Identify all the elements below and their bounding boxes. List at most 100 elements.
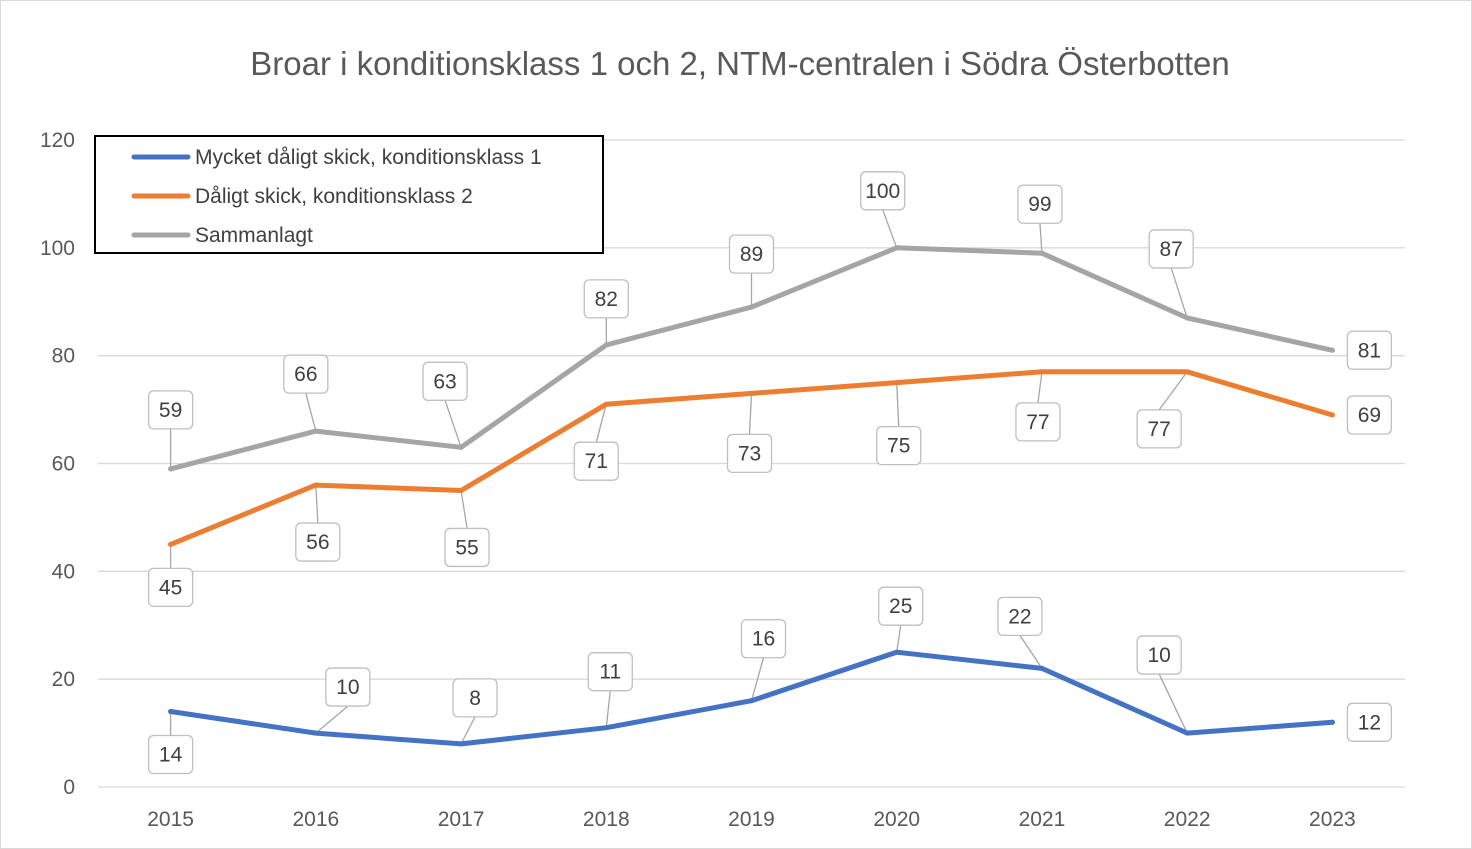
data-point	[603, 401, 609, 407]
data-label-box	[997, 596, 1043, 637]
x-tick-label: 2019	[728, 808, 775, 831]
legend-label-3: Sammanlagt	[195, 224, 313, 247]
data-label: 75	[887, 435, 910, 458]
label-leader-line	[460, 716, 476, 745]
data-label: 66	[294, 363, 317, 386]
data-point	[1329, 412, 1335, 418]
data-label-box	[444, 527, 490, 568]
data-point	[313, 428, 319, 434]
label-leader-line	[460, 490, 468, 529]
label-leader-line	[1019, 635, 1043, 669]
data-label-box	[583, 279, 629, 319]
label-leader-line	[896, 382, 900, 427]
data-label-box	[1017, 184, 1063, 224]
data-point	[603, 342, 609, 348]
legend-label-1: Mycket dåligt skick, konditionsklass 1	[195, 146, 542, 169]
data-point	[749, 304, 754, 310]
data-point	[458, 741, 464, 747]
y-tick-label: 100	[40, 237, 75, 260]
label-leader-line	[605, 690, 611, 728]
data-labels: 14 10 8 11 16 25 22 10 12 45 56 55 71 73 75 77 77 69 59 66 6…	[147, 171, 1393, 775]
label-leader-line	[882, 209, 898, 249]
chart-title: Broar i konditionsklass 1 och 2, NTM-cen…	[250, 45, 1229, 82]
data-label: 77	[1026, 411, 1049, 434]
data-label: 63	[433, 370, 456, 393]
data-label: 71	[585, 450, 608, 473]
label-leader-line	[315, 485, 319, 524]
data-label-box	[1346, 395, 1393, 435]
data-point	[168, 709, 174, 715]
x-axis-ticks: 2015 2016 2017 2018 2019 2020 2021 2022 2023	[147, 808, 1355, 831]
legend-label-2: Dåligt skick, konditionsklass 2	[195, 185, 473, 208]
data-label: 99	[1028, 193, 1051, 216]
data-label: 69	[1358, 404, 1381, 427]
data-label: 10	[1147, 644, 1170, 667]
data-point	[1039, 665, 1045, 671]
data-label: 14	[159, 744, 183, 767]
y-tick-label: 20	[52, 668, 75, 691]
y-tick-label: 0	[63, 776, 75, 799]
data-label: 11	[599, 661, 621, 684]
data-label-box	[1136, 635, 1182, 675]
data-label: 73	[738, 442, 761, 465]
data-point	[458, 444, 464, 450]
series-lines	[168, 245, 1335, 747]
y-tick-label: 40	[52, 560, 75, 583]
data-point	[1039, 250, 1045, 256]
data-label-box	[878, 586, 924, 626]
data-label-box	[587, 652, 633, 692]
data-label: 45	[159, 576, 182, 599]
data-point	[168, 541, 174, 547]
data-label: 81	[1358, 339, 1381, 362]
y-axis-ticks: 0 20 40 60 80 100 120	[40, 129, 75, 799]
data-label: 16	[752, 628, 775, 651]
data-point	[1329, 719, 1335, 725]
data-point	[313, 730, 319, 736]
label-leader-line	[1158, 673, 1188, 734]
data-point	[603, 725, 609, 731]
label-leader-line	[444, 400, 462, 448]
data-label: 100	[865, 180, 900, 203]
data-point	[1184, 730, 1190, 736]
label-leader-lines	[169, 209, 1188, 745]
data-label: 10	[336, 676, 359, 699]
x-tick-label: 2017	[438, 808, 485, 831]
data-label-box	[147, 734, 194, 775]
data-label: 8	[469, 687, 481, 710]
data-label-box	[1346, 330, 1393, 370]
data-label-box	[876, 425, 922, 466]
data-point	[1039, 369, 1045, 375]
data-label-box	[147, 567, 194, 608]
data-label-box	[1015, 402, 1061, 442]
data-point	[458, 487, 464, 493]
data-label-box	[325, 667, 371, 707]
data-label: 22	[1008, 605, 1031, 628]
y-tick-label: 120	[40, 129, 75, 152]
y-tick-label: 80	[52, 345, 75, 368]
data-label-box	[283, 354, 329, 394]
data-label-box	[295, 522, 341, 562]
data-point	[313, 482, 319, 488]
data-point	[1329, 347, 1335, 353]
data-label: 87	[1159, 238, 1182, 261]
data-label-box	[860, 171, 906, 211]
legend: Mycket dåligt skick, konditionsklass 1 Då…	[94, 135, 604, 254]
label-leader-line	[1170, 267, 1188, 319]
data-label: 59	[159, 399, 182, 422]
label-leader-line	[315, 705, 349, 734]
data-point	[749, 390, 754, 396]
data-point	[749, 698, 754, 704]
data-label-box	[1346, 702, 1393, 742]
data-label-box	[1148, 229, 1194, 269]
data-label: 56	[306, 531, 329, 554]
data-label: 55	[455, 536, 478, 559]
data-label: 25	[889, 595, 912, 618]
label-leader-line	[1158, 371, 1188, 411]
label-leader-line	[1037, 371, 1043, 403]
data-point	[894, 649, 900, 655]
data-label: 82	[595, 288, 618, 311]
data-label-box	[1136, 409, 1182, 449]
y-tick-label: 60	[52, 453, 75, 476]
label-leader-line	[595, 404, 607, 443]
